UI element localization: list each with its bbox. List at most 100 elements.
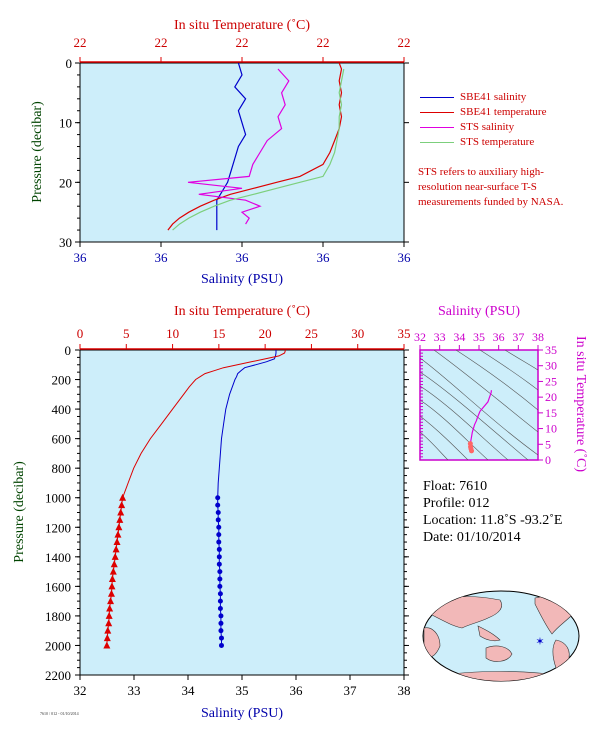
- temperature-marker: [118, 501, 126, 509]
- top-y-label: Pressure (decibar): [30, 101, 45, 203]
- ts-y-label: In situ Temperature (˚C): [573, 336, 588, 472]
- temperature-marker: [112, 545, 120, 553]
- top-series-line: [187, 68, 290, 225]
- top-temp-tick-label: 22: [155, 35, 168, 50]
- profile-info: Float: 7610 Profile: 012 Location: 11.8˚…: [423, 478, 562, 546]
- salinity-marker: [215, 517, 221, 523]
- legend-item-sts-temperature: STS temperature: [420, 135, 546, 150]
- temperature-marker: [103, 634, 111, 642]
- top-chart: In situ Temperature (˚C) Salinity (PSU) …: [30, 18, 411, 287]
- ts-chart-title: Salinity (PSU): [438, 304, 520, 319]
- salinity-marker: [218, 613, 224, 619]
- temperature-marker: [103, 641, 111, 649]
- legend-item-sbe41-temperature: SBE41 temperature: [420, 105, 546, 120]
- bottom-salinity-tick-label: 36: [290, 683, 304, 698]
- legend: SBE41 salinity SBE41 temperature STS sal…: [420, 90, 546, 150]
- ts-temp-tick-label: 25: [545, 374, 557, 388]
- top-series: [167, 63, 345, 231]
- legend-item-sbe41-salinity: SBE41 salinity: [420, 90, 546, 105]
- temperature-marker: [111, 552, 119, 560]
- float-location-marker: ✶: [535, 636, 544, 648]
- bottom-pressure-tick-label: 800: [52, 461, 72, 476]
- density-contour: [420, 357, 538, 456]
- bottom-pressure-tick-label: 0: [65, 343, 72, 358]
- legend-swatch: [420, 97, 454, 98]
- salinity-marker: [215, 502, 221, 508]
- temperature-marker: [108, 582, 116, 590]
- temperature-marker: [108, 574, 116, 582]
- bottom-pressure-tick-label: 1800: [45, 609, 71, 624]
- temperature-marker: [109, 567, 117, 575]
- salinity-marker: [217, 598, 223, 604]
- map-land-australia: [485, 645, 513, 662]
- temperature-marker: [107, 597, 115, 605]
- bottom-salinity-tick-label: 32: [74, 683, 87, 698]
- bottom-series: [103, 350, 286, 649]
- location: Location: 11.8˚S -93.2˚E: [423, 513, 563, 528]
- top-pressure-tick-label: 20: [59, 175, 72, 190]
- legend-label: STS salinity: [460, 121, 515, 133]
- salinity-marker: [217, 576, 223, 582]
- top-temp-tick-label: 22: [398, 35, 411, 50]
- world-map: ✶: [422, 590, 580, 682]
- temperature-marker: [106, 604, 114, 612]
- bottom-pressure-tick-label: 2200: [45, 668, 71, 683]
- temperature-marker: [105, 619, 113, 627]
- density-contour: [504, 350, 538, 371]
- ts-chart: Salinity (PSU) In situ Temperature (˚C) …: [414, 304, 588, 472]
- top-salinity-tick-label: 36: [398, 250, 412, 265]
- bottom-temp-tick-label: 5: [123, 326, 130, 341]
- top-series-line: [216, 63, 247, 231]
- salinity-marker: [215, 510, 221, 515]
- top-series-line: [167, 63, 343, 231]
- density-contour: [433, 350, 538, 433]
- map-land-se-asia: [477, 625, 501, 642]
- date: Date: 01/10/2014: [423, 530, 521, 545]
- footer-note: 7610 / 012 - 01/10/2014: [40, 711, 79, 716]
- ts-temp-tick-label: 5: [545, 437, 551, 451]
- bottom-ticks: 0 5 10 15 20 25 30 35 32 33 34 35 36 37 38 0 200 400 600 80…: [45, 326, 411, 698]
- temperature-marker: [104, 626, 112, 634]
- bottom-temp-tick-label: 15: [212, 326, 225, 341]
- density-contour: [420, 385, 509, 460]
- temperature-marker: [116, 515, 124, 523]
- top-series-line: [172, 68, 345, 231]
- ts-salinity-tick-label: 35: [473, 330, 485, 344]
- bottom-temp-tick-label: 30: [351, 326, 364, 341]
- top-x-label: Salinity (PSU): [201, 272, 283, 287]
- temperature-marker: [119, 493, 127, 501]
- legend-label: STS temperature: [460, 136, 535, 148]
- salinity-marker: [216, 539, 222, 545]
- bottom-x-label: Salinity (PSU): [201, 706, 283, 721]
- ts-plot-area: [419, 349, 539, 461]
- ts-salinity-tick-label: 37: [512, 330, 524, 344]
- legend-label: SBE41 temperature: [460, 106, 547, 118]
- ts-salinity-tick-label: 32: [414, 330, 426, 344]
- ts-temp-tick-label: 30: [545, 359, 557, 373]
- salinity-marker: [216, 546, 222, 552]
- top-salinity-tick-label: 36: [317, 250, 331, 265]
- ts-salinity-tick-label: 36: [493, 330, 505, 344]
- ts-temp-tick-label: 10: [545, 422, 557, 436]
- bottom-salinity-tick-label: 38: [398, 683, 411, 698]
- bottom-pressure-tick-label: 1000: [45, 491, 71, 506]
- temperature-marker: [115, 523, 123, 531]
- temperature-marker: [110, 560, 118, 568]
- top-salinity-tick-label: 36: [155, 250, 169, 265]
- bottom-temp-tick-label: 0: [77, 326, 84, 341]
- ts-deep-marker: [469, 448, 475, 454]
- salinity-marker: [216, 532, 222, 538]
- map-land-asia: [429, 596, 502, 629]
- top-pressure-tick-label: 10: [59, 116, 72, 131]
- top-temp-tick-label: 22: [317, 35, 330, 50]
- top-temp-tick-label: 22: [74, 35, 87, 50]
- density-contour: [420, 371, 529, 460]
- bottom-pressure-tick-label: 1400: [45, 550, 71, 565]
- temperature-marker: [114, 530, 122, 538]
- ts-temp-tick-label: 15: [545, 406, 557, 420]
- temperature-marker: [105, 611, 113, 619]
- top-temp-tick-label: 22: [236, 35, 249, 50]
- salinity-marker: [216, 524, 222, 530]
- bottom-temp-tick-label: 10: [166, 326, 179, 341]
